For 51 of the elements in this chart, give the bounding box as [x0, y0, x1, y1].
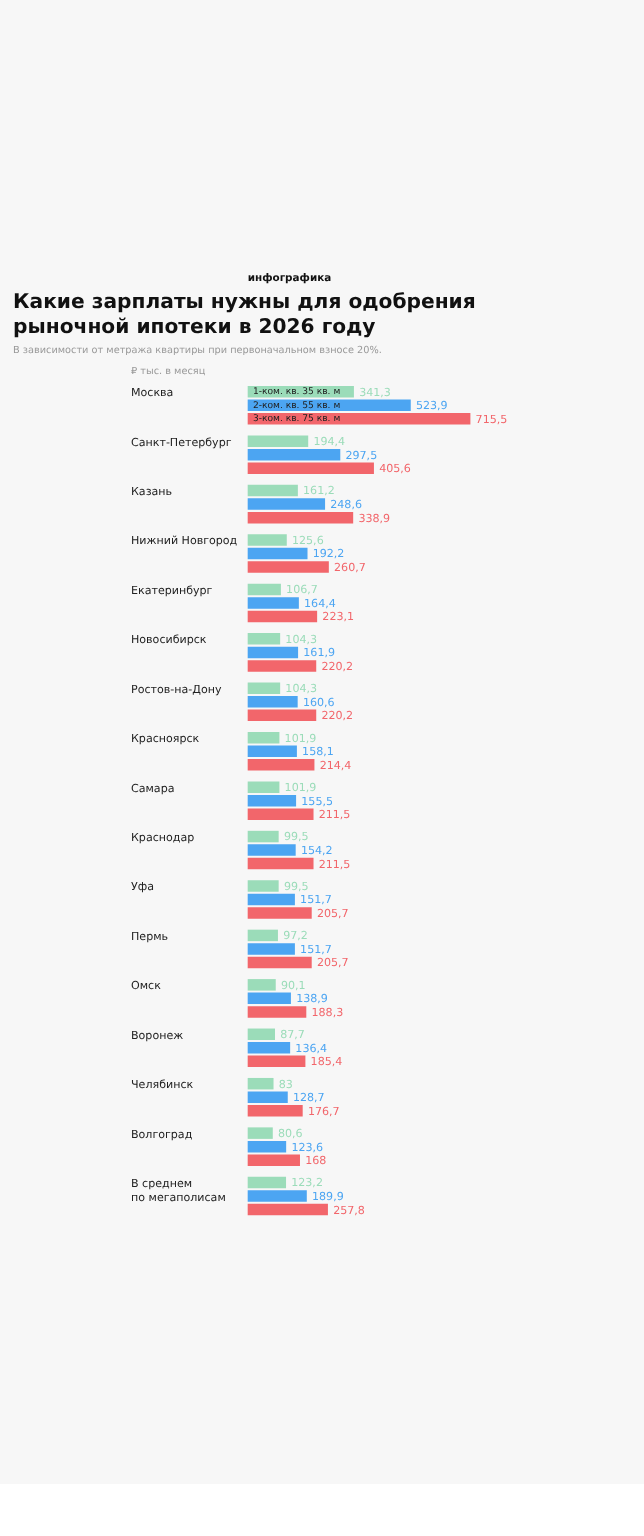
bar [247, 893, 295, 906]
bar [247, 1203, 328, 1216]
bar [247, 696, 298, 708]
bar [247, 956, 312, 969]
bar [247, 929, 278, 942]
bar [247, 646, 299, 659]
bar [247, 561, 329, 573]
bar [247, 448, 341, 461]
bar [247, 1140, 287, 1153]
bar [247, 1190, 307, 1202]
bar [247, 709, 317, 722]
bar [247, 413, 471, 425]
bar [247, 1127, 273, 1139]
bar [247, 1028, 275, 1041]
bar [247, 857, 314, 870]
bar [247, 1077, 274, 1090]
bar [247, 682, 281, 695]
bar [247, 907, 312, 919]
bar [247, 745, 297, 757]
bar [247, 781, 280, 793]
bar [247, 1006, 307, 1018]
bar [247, 808, 314, 820]
bar [247, 498, 326, 510]
bar [247, 547, 308, 560]
chart-title: Какие зарплаты нужны для одобрения рыночной ипотеки в 2026 году [13, 291, 476, 339]
bar [247, 1042, 291, 1054]
bar [247, 462, 374, 474]
bar [247, 759, 315, 771]
bar [247, 399, 411, 411]
bar [247, 1091, 288, 1103]
bar [247, 610, 318, 623]
bar [247, 660, 317, 672]
bar [247, 484, 298, 497]
bar [247, 583, 281, 596]
bar [247, 794, 297, 807]
bar [247, 1105, 303, 1117]
bar [247, 943, 295, 955]
bar [247, 830, 279, 843]
bar [247, 511, 354, 524]
bar [247, 435, 309, 447]
bar [247, 1055, 306, 1068]
bar [247, 534, 287, 546]
bar [247, 597, 299, 609]
bar [247, 880, 279, 892]
bar [247, 979, 276, 991]
bar [247, 992, 291, 1005]
bar [247, 1176, 287, 1189]
bar [247, 1154, 300, 1166]
bar [247, 633, 281, 645]
bar [247, 731, 280, 744]
bar [247, 844, 296, 856]
